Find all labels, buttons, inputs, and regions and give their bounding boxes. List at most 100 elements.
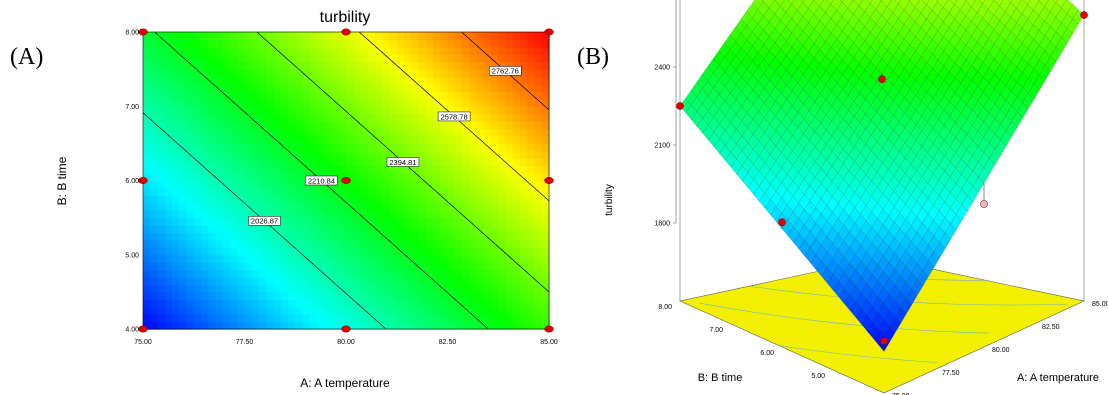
y-tick-label: 8.00 [125, 30, 139, 37]
heatmap-cell [367, 135, 376, 144]
heatmap-cell [309, 262, 318, 271]
surface-cell [882, 108, 894, 125]
heatmap-cell [143, 202, 151, 211]
heatmap-cell [164, 269, 173, 278]
heatmap-cell [288, 54, 296, 63]
heatmap-cell [353, 61, 362, 70]
surface-cell [937, 21, 950, 37]
heatmap-cell [164, 32, 173, 41]
heatmap-cell [382, 314, 391, 323]
surface-cell [769, 42, 781, 58]
heatmap-cell [382, 202, 391, 211]
heatmap-cell [288, 143, 296, 152]
surface-cell [927, 143, 940, 159]
heatmap-cell [454, 277, 463, 286]
heatmap-cell [476, 46, 485, 55]
surface-cell [747, 134, 760, 150]
heatmap-cell [288, 187, 296, 196]
heatmap-cell [389, 54, 398, 63]
surface-cell [859, 159, 872, 175]
heatmap-cell [425, 239, 434, 248]
heatmap-cell [404, 98, 412, 107]
surface-cell [820, 174, 833, 191]
surface-cell [814, 122, 827, 139]
surface-cell [797, 30, 809, 46]
heatmap-cell [309, 225, 318, 234]
surface-cell [849, 285, 862, 302]
surface-cell [943, 41, 956, 58]
heatmap-cell [244, 54, 253, 63]
heatmap-cell [418, 150, 427, 159]
surface-cell [921, 167, 934, 184]
heatmap-cell [280, 269, 289, 278]
heatmap-cell [259, 254, 267, 263]
surface-cell [770, 190, 783, 207]
heatmap-cell [273, 187, 282, 196]
heatmap-cell [425, 269, 434, 278]
heatmap-cell [541, 225, 550, 234]
surface-cell [870, 81, 883, 98]
heatmap-cell [447, 210, 456, 219]
surface-cell [1011, 96, 1024, 113]
heatmap-cell [367, 106, 376, 115]
heatmap-cell [505, 135, 514, 144]
heatmap-cell [164, 150, 173, 159]
surface-cell [1022, 78, 1035, 94]
heatmap-cell [338, 284, 347, 293]
surface-cell [933, 226, 946, 243]
heatmap-cell [208, 113, 217, 122]
heatmap-cell [143, 299, 151, 308]
surface-cell [865, 165, 878, 182]
heatmap-cell [157, 254, 166, 263]
heatmap-cell [150, 247, 159, 256]
surface-cell [904, 118, 917, 135]
heatmap-cell [273, 269, 282, 278]
heatmap-cell [512, 187, 521, 196]
heatmap-cell [404, 76, 412, 85]
heatmap-cell [440, 239, 449, 248]
heatmap-cell [259, 247, 267, 256]
heatmap-cell [288, 113, 296, 122]
heatmap-cell [418, 98, 427, 107]
heatmap-cell [411, 225, 420, 234]
surface-cell [905, 210, 918, 227]
heatmap-cell [273, 83, 282, 92]
surface-cell [759, 192, 771, 209]
heatmap-cell [222, 277, 231, 286]
surface-cell [899, 188, 912, 205]
surface-cell [809, 176, 822, 193]
heatmap-cell [498, 262, 507, 271]
heatmap-cell [505, 83, 514, 92]
heatmap-cell [338, 217, 347, 226]
heatmap-cell [295, 98, 304, 107]
surface-cell [792, 187, 805, 204]
surface-cell [785, 32, 798, 48]
heatmap-cell [512, 277, 521, 286]
heatmap-cell [375, 158, 383, 167]
heatmap-cell [498, 98, 507, 107]
heatmap-cell [483, 46, 492, 55]
contour-label-box [489, 66, 522, 76]
heatmap-cell [382, 91, 391, 100]
surface-cell [752, 66, 765, 82]
surface-cell [853, 0, 864, 6]
heatmap-cell [157, 269, 166, 278]
heatmap-cell [201, 306, 209, 315]
heatmap-cell [201, 32, 209, 41]
heatmap-cell [317, 69, 325, 78]
surface-cell [955, 143, 968, 160]
heatmap-cell [476, 195, 485, 204]
surface-cell [813, 6, 826, 21]
heatmap-cell [338, 54, 347, 63]
heatmap-cell [288, 106, 296, 115]
heatmap-cell [396, 32, 405, 41]
heatmap-cell [367, 269, 376, 278]
heatmap-cell [469, 314, 478, 323]
surface-cell [786, 150, 799, 166]
heatmap-cell [302, 239, 311, 248]
heatmap-cell [215, 299, 224, 308]
surface-cell [882, 215, 895, 232]
heatmap-cell [367, 217, 376, 226]
surface-cell [832, 280, 845, 298]
surface-cell [792, 97, 804, 113]
